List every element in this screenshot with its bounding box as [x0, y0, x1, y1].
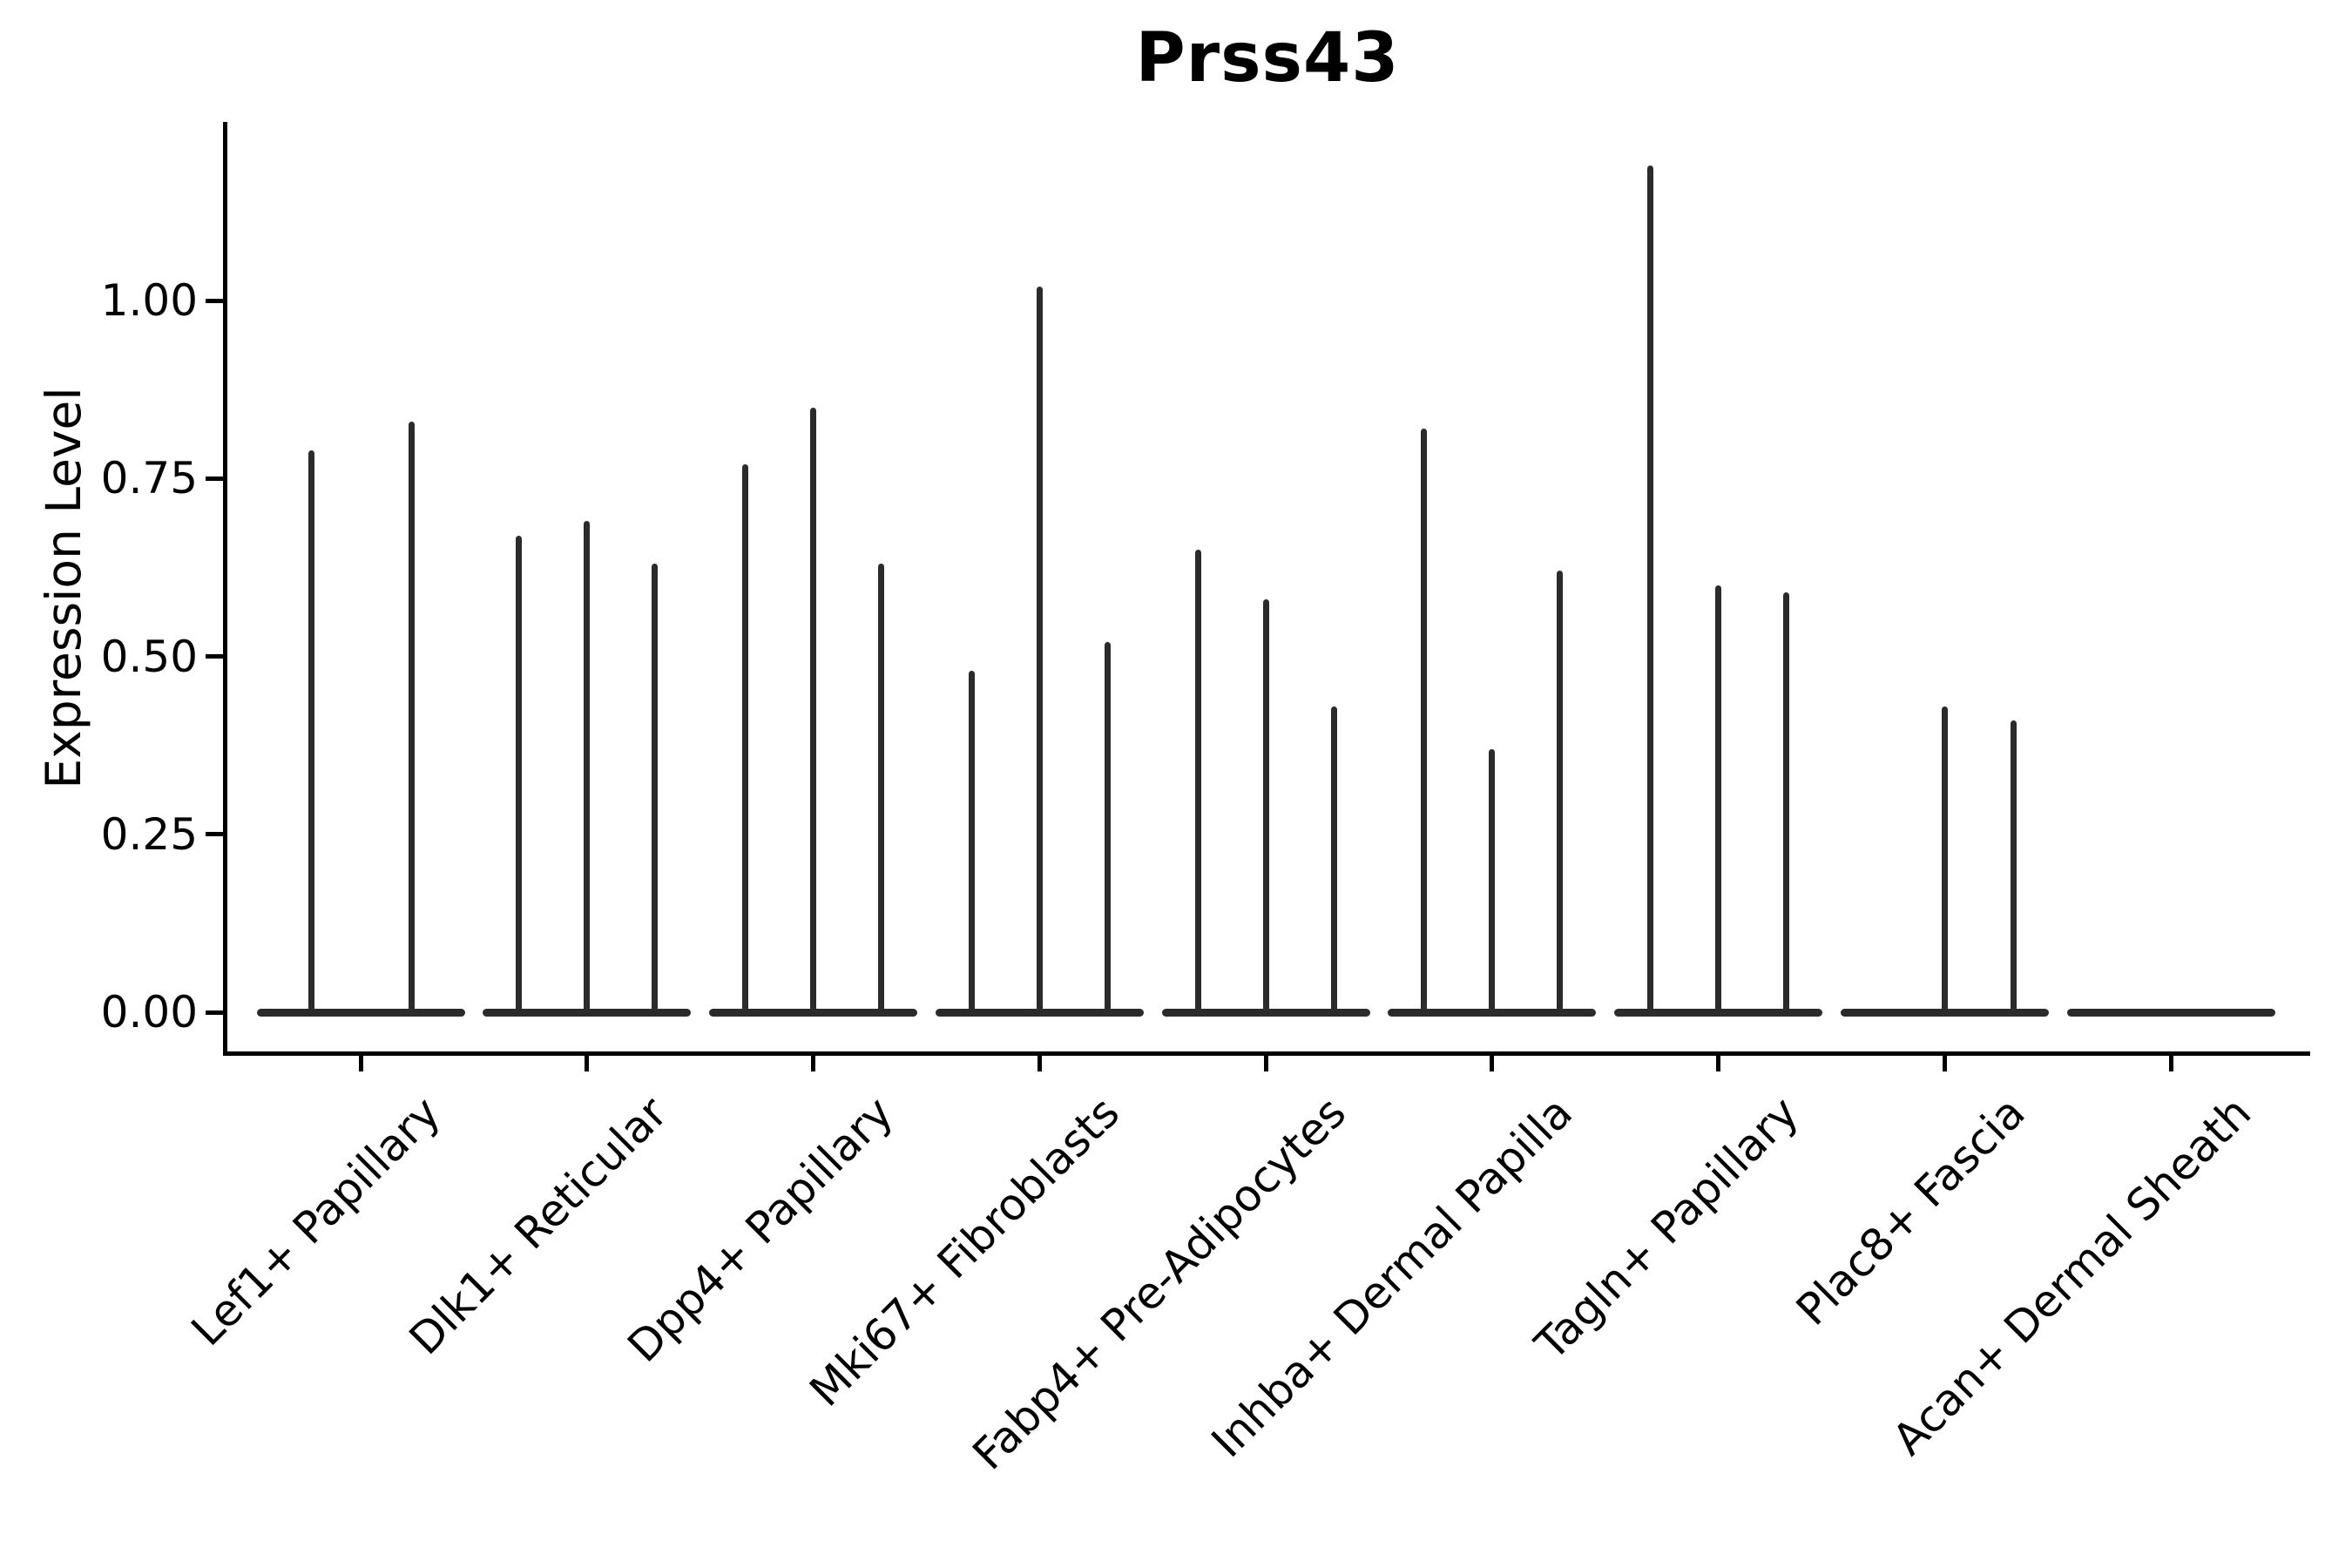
x-tick-mark: [811, 1054, 815, 1071]
violin-spike: [1194, 549, 1201, 1017]
x-tick-mark: [2168, 1054, 2173, 1071]
violin-spike: [878, 564, 884, 1017]
violin-spike: [1715, 585, 1721, 1017]
violin-baseline: [2066, 1008, 2275, 1017]
x-tick-mark: [1037, 1054, 1042, 1071]
x-tick-mark: [1942, 1054, 1947, 1071]
x-tick-label: Acan+ Dermal Sheath: [1882, 1087, 2261, 1465]
violin-spike: [1036, 286, 1043, 1017]
violin-spike: [1783, 591, 1789, 1017]
y-tick-label: 1.00: [100, 275, 198, 326]
y-tick-mark: [206, 832, 225, 837]
violin-spike: [1262, 599, 1269, 1017]
violin-spike: [652, 564, 659, 1017]
violin-spike: [1330, 706, 1337, 1017]
violin-spike: [1421, 429, 1428, 1017]
y-tick-label: 0.50: [100, 631, 198, 682]
x-tick-label: Fabp4+ Pre-Adipocytes: [963, 1087, 1356, 1480]
y-axis-line: [223, 122, 227, 1054]
violin-spike: [516, 535, 523, 1017]
violin-spike: [1489, 748, 1496, 1017]
x-tick-label: Plac8+ Fascia: [1786, 1087, 2035, 1335]
violin-spike: [584, 521, 591, 1017]
y-tick-label: 0.25: [100, 808, 198, 860]
y-tick-mark: [206, 654, 225, 659]
violin-spike: [968, 670, 975, 1017]
x-axis-line: [223, 1051, 2310, 1056]
chart-title: Prss43: [1135, 19, 1400, 98]
y-tick-mark: [206, 298, 225, 303]
y-tick-label: 0.75: [100, 453, 198, 504]
violin-spike: [1647, 165, 1653, 1017]
violin-spike: [1941, 706, 1948, 1017]
y-tick-label: 0.00: [100, 987, 198, 1037]
violin-spike: [308, 449, 314, 1017]
violin-baseline: [256, 1008, 465, 1017]
y-axis-label: Expression Level: [36, 387, 91, 789]
y-tick-mark: [206, 476, 225, 481]
y-tick-mark: [206, 1010, 225, 1015]
x-tick-label: Lef1+ Papillary: [181, 1087, 451, 1356]
x-tick-mark: [358, 1054, 363, 1071]
violin-spike: [742, 463, 748, 1017]
violin-spike: [810, 407, 816, 1017]
violin-spike: [2010, 720, 2017, 1017]
x-tick-label: Inhba+ Dermal Papilla: [1201, 1087, 1582, 1468]
violin-spike: [1104, 642, 1111, 1017]
x-tick-mark: [1716, 1054, 1720, 1071]
x-tick-mark: [585, 1054, 590, 1071]
x-tick-mark: [1490, 1054, 1495, 1071]
violin-spike: [408, 421, 415, 1017]
violin-spike: [1557, 571, 1564, 1017]
x-tick-mark: [1263, 1054, 1268, 1071]
